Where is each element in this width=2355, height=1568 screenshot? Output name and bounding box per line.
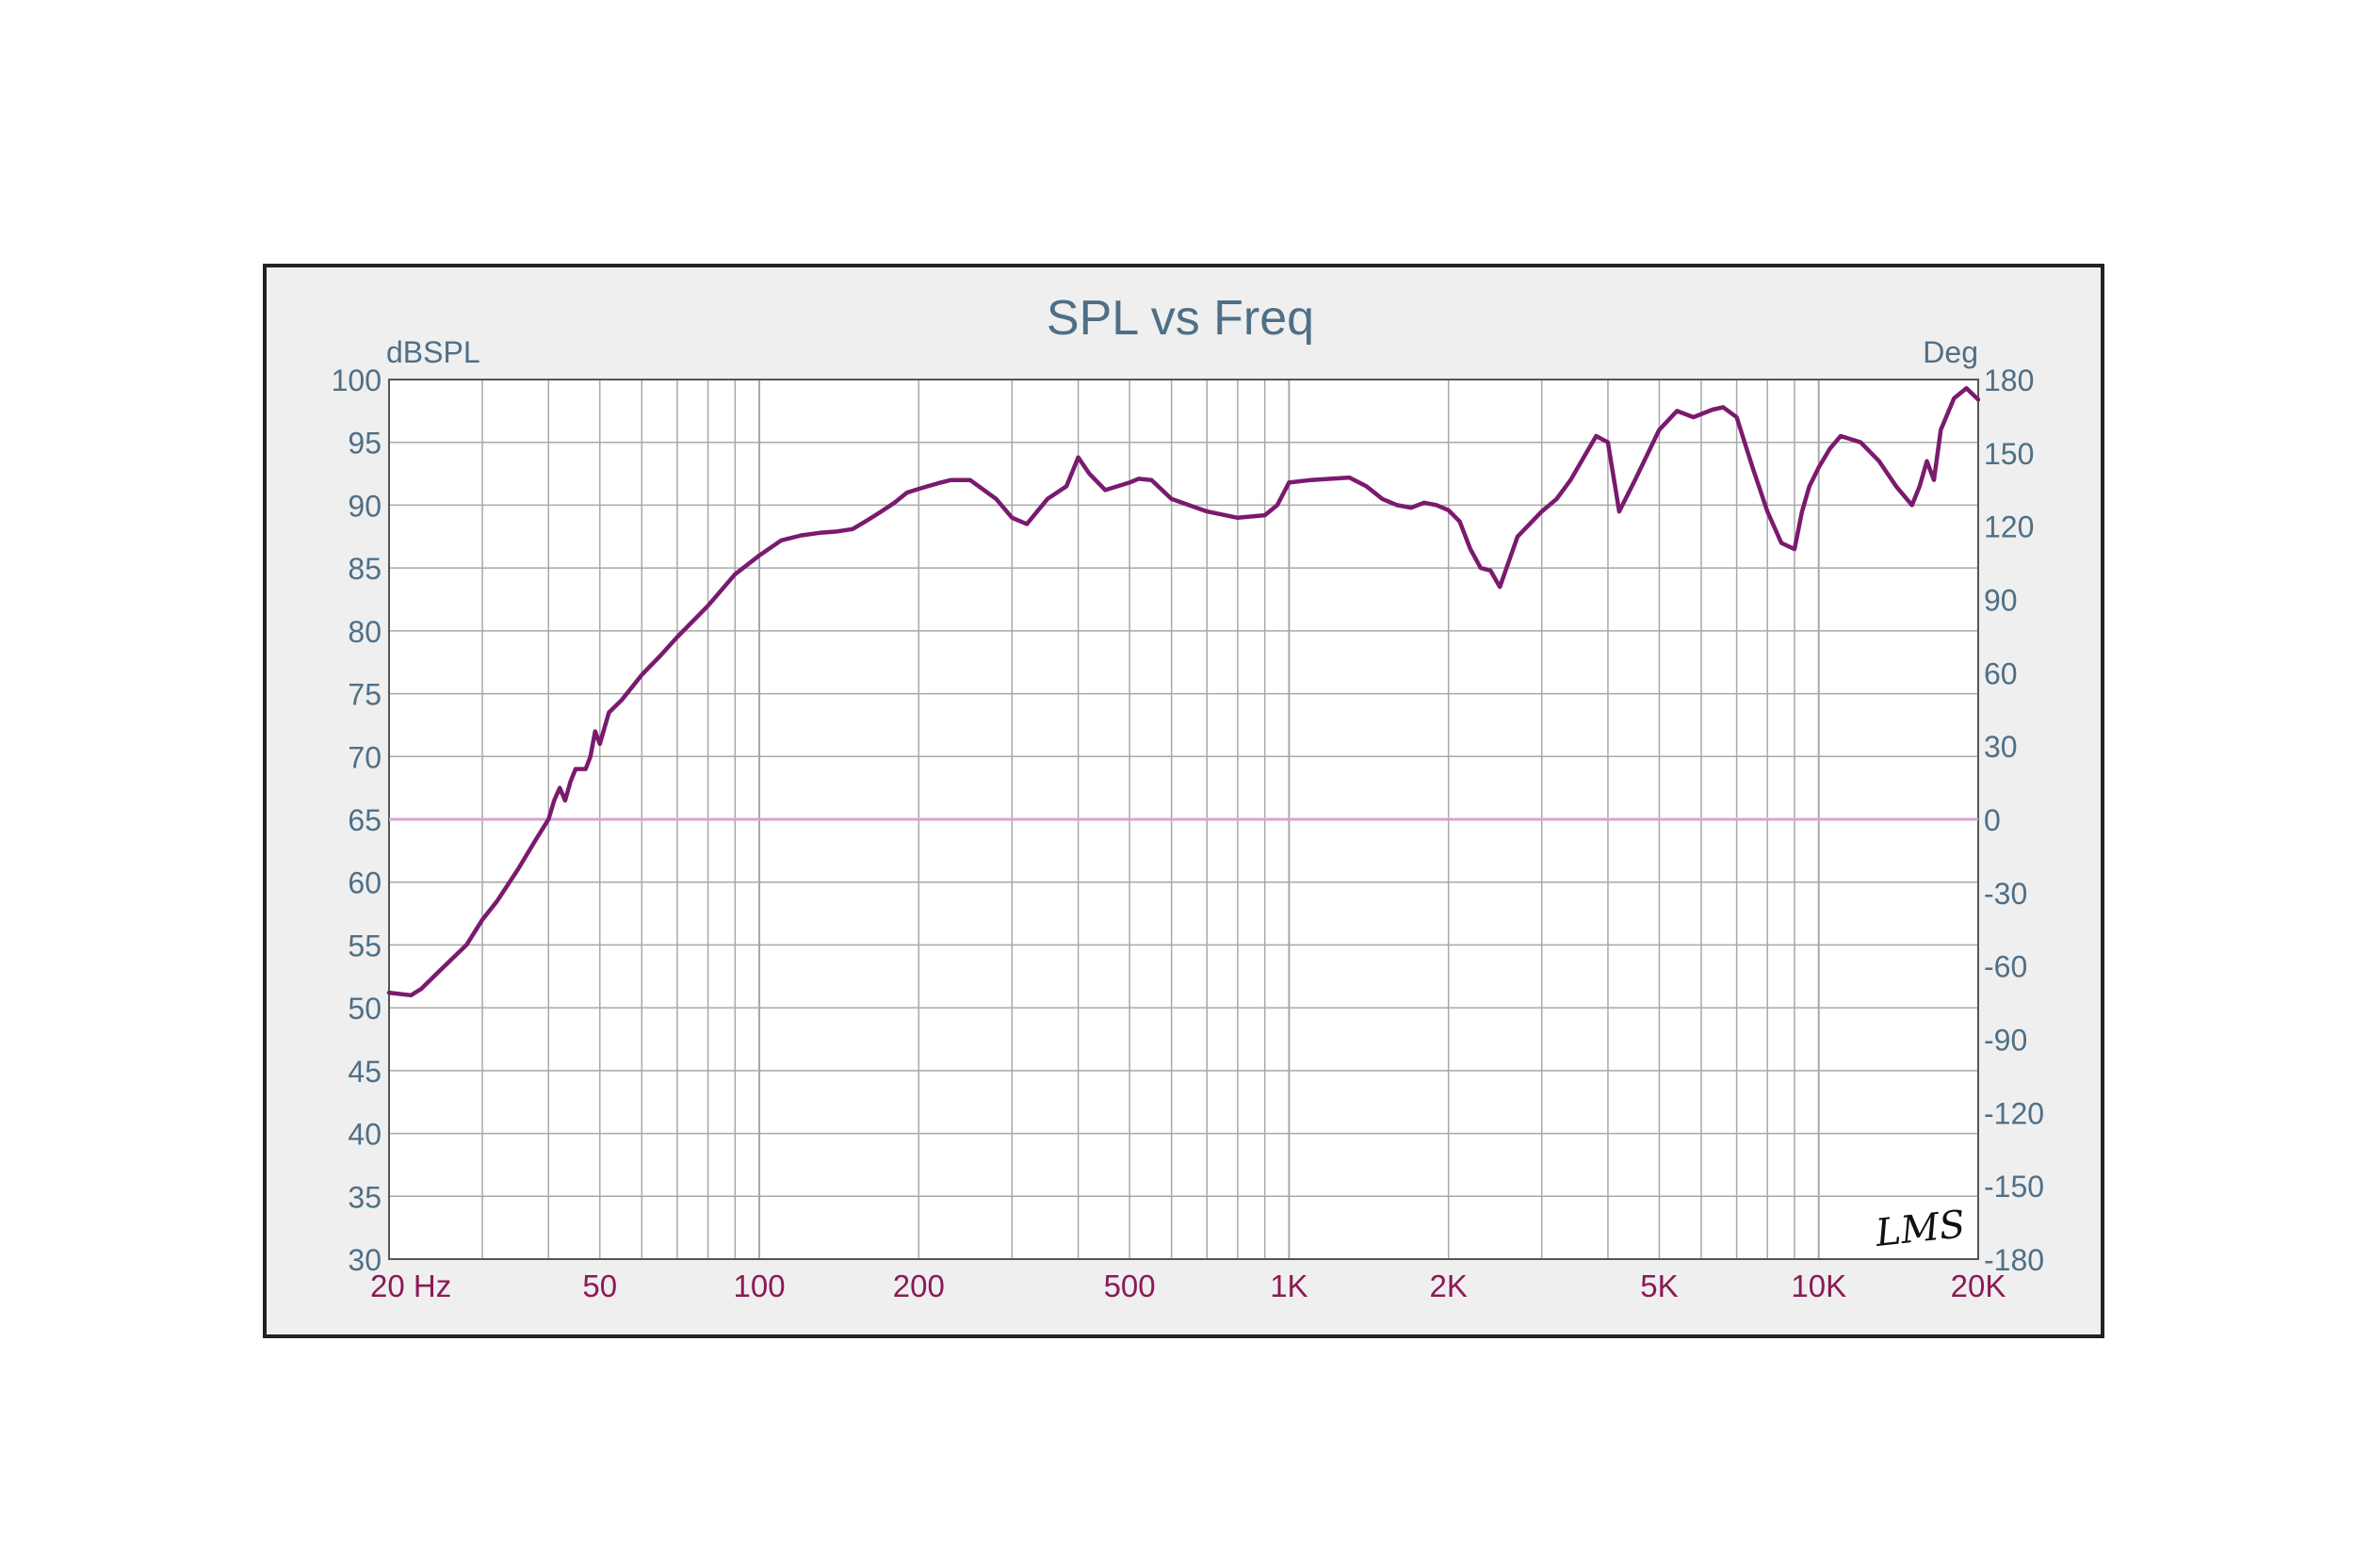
y-left-tick-label: 90 [348,489,382,523]
y-right-tick-label: -30 [1984,877,2027,911]
x-tick-label: 1K [1270,1269,1307,1303]
x-tick-label: 500 [1104,1269,1156,1303]
y-left-tick-label: 40 [348,1118,382,1152]
y-left-unit: dBSPL [386,335,480,369]
y-right-tick-label: -120 [1984,1096,2044,1130]
x-tick-label: 200 [893,1269,945,1303]
y-right-tick-label: 90 [1984,584,2018,618]
spl-line [386,386,1981,998]
y-right-tick-label: -180 [1984,1243,2044,1277]
y-left-tick-label: 45 [348,1055,382,1089]
y-left-tick-label: 55 [348,929,382,962]
y-left-tick-labels: 30 35 40 45 50 55 60 65 70 75 80 85 90 95 100 [332,364,382,1277]
lms-logo: LMS [1873,1203,1967,1255]
x-tick-label: 50 [582,1269,617,1303]
y-left-tick-label: 70 [348,740,382,774]
y-right-tick-label: 30 [1984,730,2018,764]
y-left-tick-label: 35 [348,1180,382,1214]
y-right-tick-label: 60 [1984,656,2018,690]
y-right-unit: Deg [1923,335,1978,369]
x-tick-label: 20 Hz [370,1269,451,1303]
y-right-tick-label: 120 [1984,510,2034,544]
x-tick-label: 5K [1640,1269,1678,1303]
x-tick-labels: 20 Hz 50 100 200 500 1K 2K 5K 10K 20K [370,1269,2006,1303]
y-right-tick-label: -150 [1984,1170,2044,1204]
y-right-tick-label: 180 [1984,364,2034,397]
y-left-tick-label: 85 [348,552,382,586]
x-tick-label: 2K [1429,1269,1467,1303]
y-left-tick-label: 100 [332,364,382,397]
y-left-tick-label: 80 [348,615,382,649]
x-tick-label: 100 [734,1269,786,1303]
y-left-tick-label: 75 [348,678,382,712]
y-right-tick-label: 0 [1984,803,2001,837]
y-left-tick-label: 60 [348,866,382,900]
x-tick-label: 20K [1951,1269,2006,1303]
y-left-tick-label: 50 [348,992,382,1026]
y-right-tick-label: -90 [1984,1024,2027,1058]
y-right-tick-labels: -180 -150 -120 -90 -60 -30 0 30 60 90 120 150 180 [1984,364,2044,1277]
y-left-tick-label: 30 [348,1243,382,1277]
y-left-tick-label: 65 [348,803,382,837]
y-right-tick-label: -60 [1984,950,2027,984]
y-left-tick-label: 95 [348,427,382,461]
y-right-tick-label: 150 [1984,437,2034,471]
x-tick-label: 10K [1791,1269,1846,1303]
chart-title: SPL vs Freq [1047,291,1314,346]
